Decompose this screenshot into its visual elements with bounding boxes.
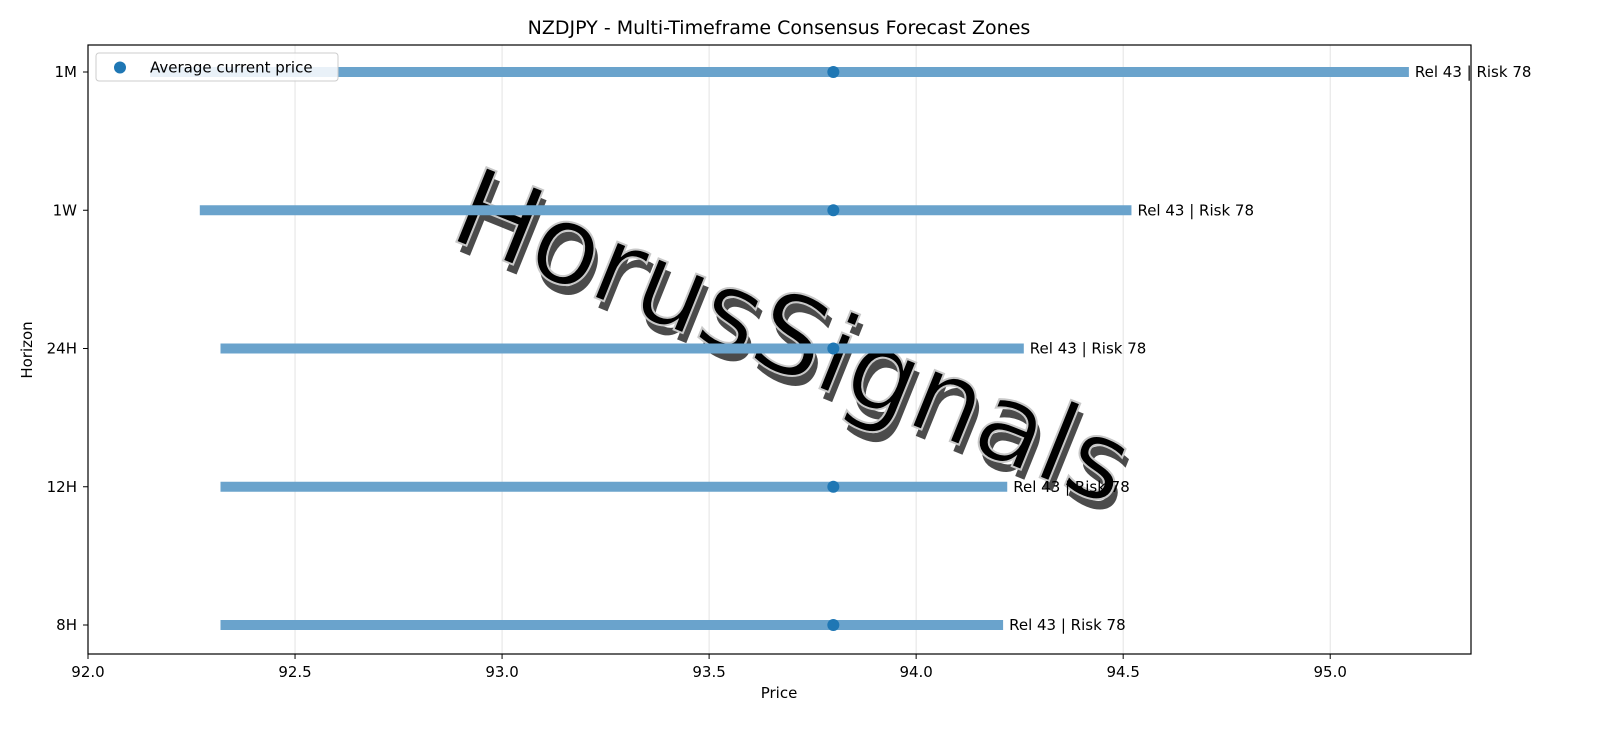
x-tick-label: 92.5	[278, 663, 311, 681]
zone-label-1m: Rel 43 | Risk 78	[1415, 63, 1532, 81]
x-tick-label: 93.5	[692, 663, 725, 681]
zones-layer	[150, 66, 1409, 631]
zone-bar-1m	[150, 67, 1409, 77]
legend: Average current price	[95, 52, 339, 82]
y-tick-label: 24H	[47, 340, 77, 358]
legend-label: Average current price	[150, 59, 313, 77]
x-axis-label: Price	[761, 684, 798, 702]
zone-bar-8h	[220, 620, 1004, 630]
annotations-layer: Rel 43 | Risk 78 Rel 43 | Risk 78 Rel 43 |…	[1009, 63, 1531, 634]
zone-bar-1w	[199, 205, 1132, 216]
x-tick-label: 93.0	[485, 663, 518, 681]
zone-label-8h: Rel 43 | Risk 78	[1009, 616, 1126, 634]
zone-bar-24h	[220, 343, 1024, 354]
zone-bar-12h	[220, 481, 1008, 492]
zone-label-24h: Rel 43 | Risk 78	[1030, 340, 1147, 358]
current-price-marker-12h	[827, 480, 840, 493]
zone-label-12h: Rel 43 | Risk 78	[1013, 478, 1130, 496]
y-tick-label: 1W	[53, 201, 78, 219]
y-tick-label: 1M	[55, 63, 78, 81]
y-tick-label: 8H	[56, 616, 77, 634]
y-axis: 1M 1W 24H 12H 8H	[47, 63, 88, 634]
legend-box	[95, 52, 339, 82]
x-tick-label: 92.0	[71, 663, 104, 681]
y-axis-label: Horizon	[18, 321, 36, 378]
x-tick-label: 94.5	[1106, 663, 1139, 681]
x-axis: 92.0 92.5 93.0 93.5 94.0 94.5 95.0	[71, 654, 1347, 681]
current-price-marker-8h	[827, 619, 840, 631]
current-price-marker-1m	[827, 66, 840, 78]
x-tick-label: 94.0	[899, 663, 932, 681]
x-tick-label: 95.0	[1314, 663, 1347, 681]
legend-marker	[114, 61, 126, 74]
chart-title: NZDJPY - Multi-Timeframe Consensus Forec…	[528, 17, 1031, 39]
y-tick-label: 12H	[47, 478, 77, 496]
current-price-marker-1w	[827, 204, 840, 217]
zone-label-1w: Rel 43 | Risk 78	[1137, 201, 1254, 219]
plot-frame	[87, 44, 1472, 655]
current-price-marker-24h	[827, 342, 840, 355]
